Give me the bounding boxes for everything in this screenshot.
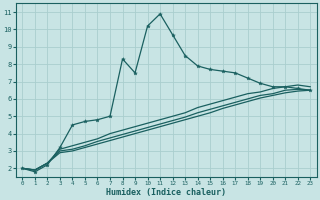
X-axis label: Humidex (Indice chaleur): Humidex (Indice chaleur) [106,188,226,197]
